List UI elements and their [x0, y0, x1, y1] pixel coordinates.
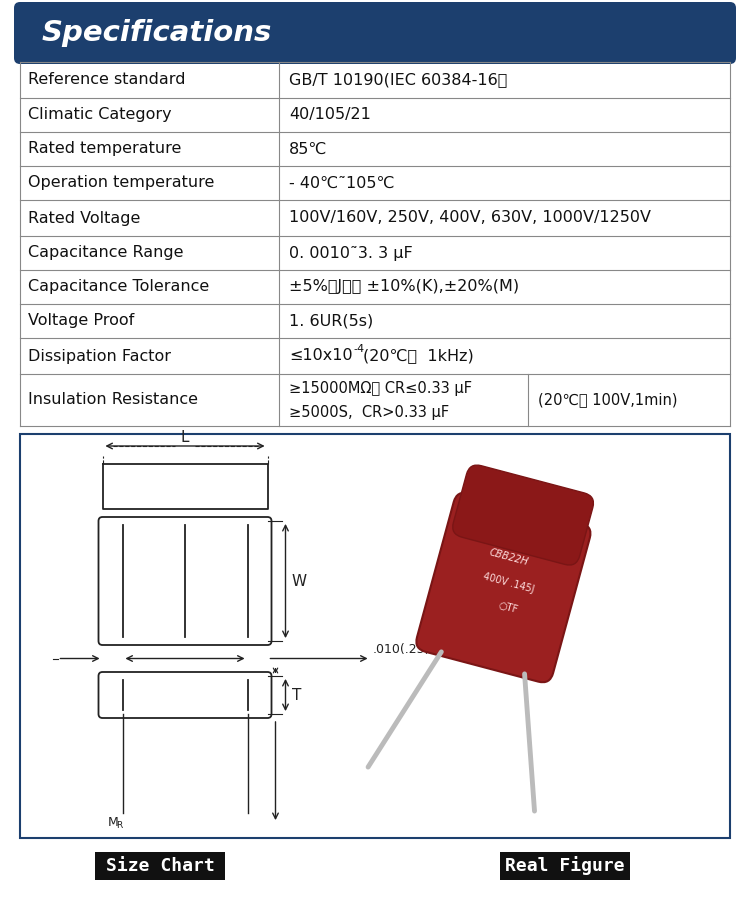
Bar	[95, 852, 225, 880]
Text: .010(.25)min: .010(.25)min	[373, 644, 454, 656]
Text: GB/T 10190(IEC 60384-16）: GB/T 10190(IEC 60384-16）	[290, 73, 508, 87]
Text: ±5%（J）， ±10%(K),±20%(M): ±5%（J）， ±10%(K),±20%(M)	[290, 279, 519, 295]
Text: 40/105/21: 40/105/21	[290, 108, 371, 122]
Text: (20℃，  1kHz): (20℃， 1kHz)	[363, 348, 474, 364]
Text: CBB22H: CBB22H	[488, 548, 530, 568]
Text: L: L	[181, 430, 189, 445]
Text: 100V/160V, 250V, 400V, 630V, 1000V/1250V: 100V/160V, 250V, 400V, 630V, 1000V/1250V	[290, 210, 651, 225]
Bar	[500, 852, 630, 880]
Text: W: W	[292, 574, 307, 588]
Text: R: R	[116, 822, 123, 831]
Text: ≤10x10: ≤10x10	[290, 348, 352, 364]
Text: 85℃: 85℃	[290, 142, 328, 156]
Text: Capacitance Range: Capacitance Range	[28, 245, 184, 260]
Text: - 40℃˜105℃: - 40℃˜105℃	[290, 175, 394, 190]
Text: (20℃， 100V,1min): (20℃， 100V,1min)	[538, 392, 677, 408]
Text: Voltage Proof: Voltage Proof	[28, 313, 134, 329]
Text: -4: -4	[353, 344, 364, 354]
Text: Climatic Category: Climatic Category	[28, 108, 172, 122]
Text: Insulation Resistance: Insulation Resistance	[28, 392, 198, 408]
Text: Dissipation Factor: Dissipation Factor	[28, 348, 171, 364]
Text: M: M	[107, 816, 118, 830]
Bar	[20, 434, 730, 838]
Text: 0. 0010˜3. 3 μF: 0. 0010˜3. 3 μF	[290, 245, 413, 260]
FancyBboxPatch shape	[416, 493, 590, 682]
Text: ≥5000S,  CR>0.33 μF: ≥5000S, CR>0.33 μF	[290, 404, 449, 419]
Text: ≥15000MΩ， CR≤0.33 μF: ≥15000MΩ， CR≤0.33 μF	[290, 381, 472, 395]
Text: Operation temperature: Operation temperature	[28, 175, 214, 190]
FancyBboxPatch shape	[14, 2, 736, 64]
Text: Rated Voltage: Rated Voltage	[28, 210, 140, 225]
Text: Capacitance Tolerance: Capacitance Tolerance	[28, 279, 209, 295]
Text: Specifications: Specifications	[42, 19, 272, 47]
Text: Rated temperature: Rated temperature	[28, 142, 182, 156]
Text: ○TF: ○TF	[497, 600, 520, 615]
Text: T: T	[292, 688, 301, 702]
FancyBboxPatch shape	[453, 465, 593, 565]
Text: Size Chart: Size Chart	[106, 857, 214, 875]
Text: 400V .145J: 400V .145J	[482, 571, 536, 594]
Text: Real Figure: Real Figure	[506, 857, 625, 876]
Text: Reference standard: Reference standard	[28, 73, 185, 87]
Text: 1. 6UR(5s): 1. 6UR(5s)	[290, 313, 374, 329]
